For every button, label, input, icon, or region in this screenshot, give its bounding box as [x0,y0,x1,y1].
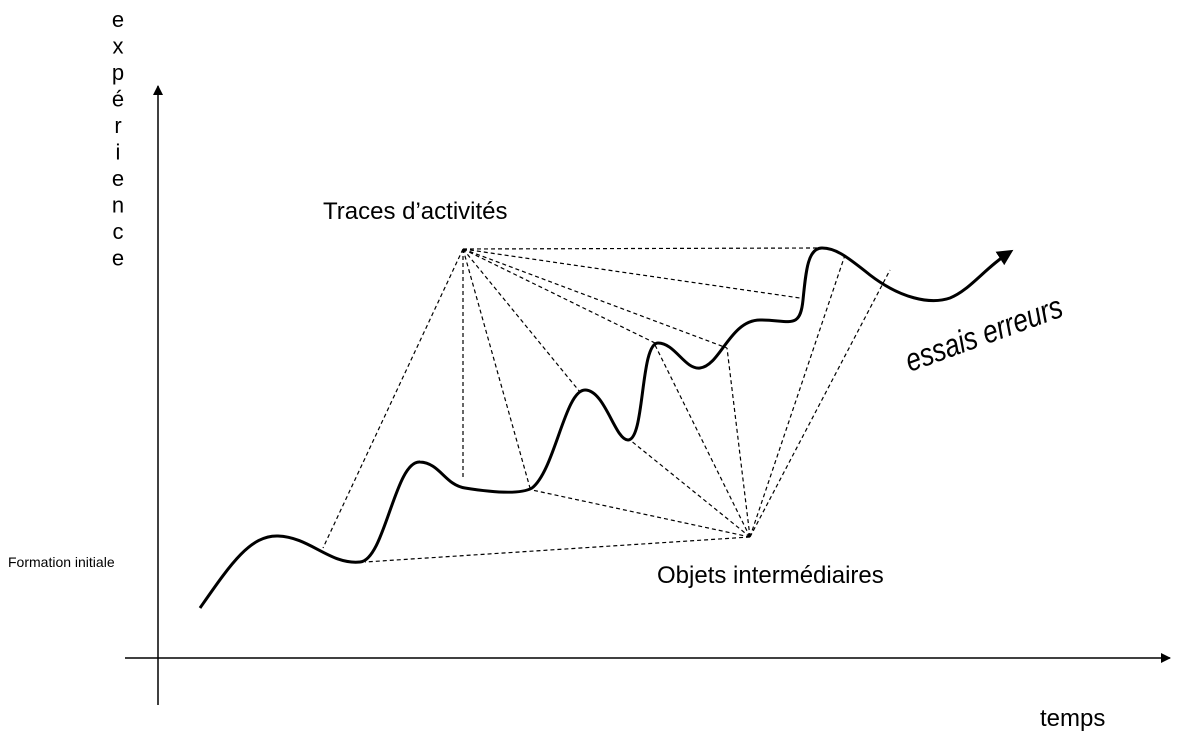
y-axis-letter: r [114,113,121,138]
y-axis-letter: e [112,246,124,271]
y-axis-letter: x [113,34,124,59]
y-axis-letter: n [112,193,124,218]
objets-label: Objets intermédiaires [657,562,884,589]
y-axis-letter: c [113,219,124,244]
essais-label: essais erreurs [901,290,1068,379]
y-axis-letter: é [112,87,124,112]
traces-label: Traces d’activités [323,198,508,225]
y-axis-letter: e [112,166,124,191]
trace-lines [322,247,891,563]
formation-label: Formation initiale [8,554,115,570]
experience-curve [198,246,1014,609]
y-axis-letter: p [112,60,124,85]
y-axis-letter: i [116,140,121,165]
y-axis-letter: e [112,7,124,32]
x-axis-label: temps [1040,705,1105,731]
